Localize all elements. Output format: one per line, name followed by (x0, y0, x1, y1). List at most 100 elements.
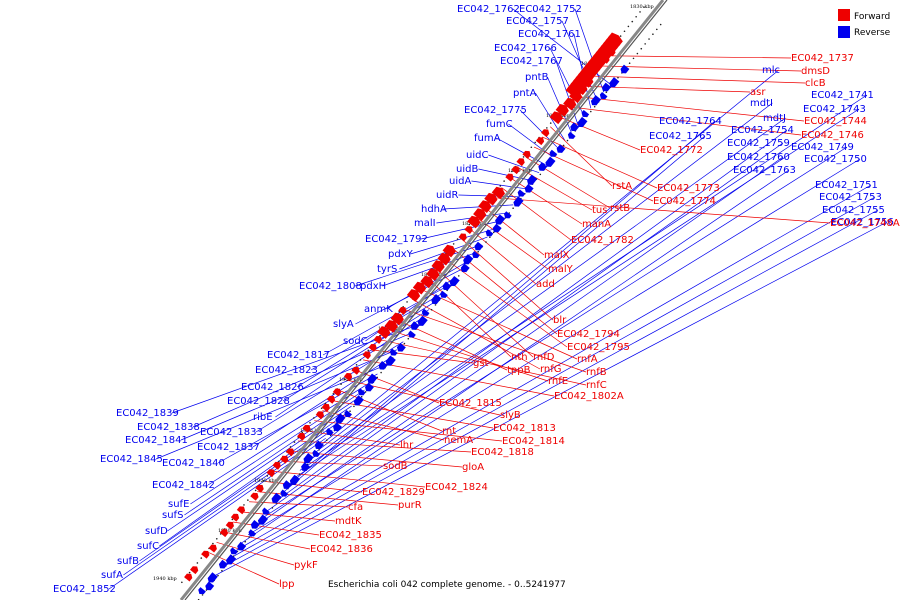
reverse-gene-label: EC042_1845 (100, 454, 163, 465)
forward-gene-arrow (598, 45, 613, 59)
forward-leader (240, 511, 336, 522)
forward-gene-label: rnfA (577, 354, 598, 365)
reverse-gene-label: EC042_1749 (791, 142, 854, 153)
reverse-gene-label: EC042_1743 (803, 104, 866, 115)
forward-gene-arrow (593, 51, 608, 65)
tick-dot (503, 180, 505, 182)
tick-dot (318, 449, 320, 451)
forward-leader (484, 207, 545, 256)
forward-gene-arrow (467, 215, 481, 229)
reverse-gene-label: malI (414, 218, 436, 229)
forward-gene-label: rstA (612, 181, 632, 192)
forward-gene-label: gloA (462, 462, 484, 473)
reverse-gene-arrow (225, 554, 237, 565)
forward-leader (525, 156, 611, 209)
tick-dot (324, 402, 327, 405)
reverse-gene-arrow (280, 489, 289, 497)
reverse-leader (267, 142, 784, 511)
reverse-gene-label: pntB (525, 72, 549, 83)
tick-label: 1860 kbp (508, 168, 532, 174)
genome-caption: Escherichia coli 042 complete genome. - … (328, 580, 566, 590)
forward-gene-arrow (236, 506, 246, 515)
reverse-gene-arrow (282, 480, 292, 489)
reverse-gene-arrow (312, 449, 321, 457)
tick-dot (188, 571, 191, 574)
reverse-gene-arrow (335, 413, 346, 424)
reverse-gene-arrow (577, 116, 588, 128)
reverse-gene-label: EC042_1823 (255, 365, 318, 376)
reverse-leader (312, 102, 773, 455)
tick-dot (457, 275, 460, 277)
legend: Forward Reverse (838, 9, 891, 38)
reverse-gene-label: sodC (343, 336, 368, 347)
forward-gene-arrow (505, 173, 514, 182)
gene-features (184, 32, 630, 595)
forward-leader (387, 329, 549, 382)
tick-dot (643, 6, 645, 8)
reverse-gene-label: sufD (145, 526, 168, 537)
reverse-gene-arrow (230, 547, 238, 555)
tick-dot (659, 23, 662, 26)
forward-leader (558, 116, 641, 151)
forward-gene-label: asr (750, 87, 766, 98)
reverse-gene-label: mlc (762, 65, 780, 76)
forward-gene-label: EC042_1815 (439, 398, 502, 409)
tick-dot (340, 383, 342, 385)
reverse-leader (247, 158, 861, 536)
reverse-gene-arrow (218, 559, 228, 569)
forward-gene-arrow (595, 48, 611, 62)
forward-gene-label: malX (544, 250, 570, 261)
forward-gene-arrow (201, 550, 210, 559)
tick-dot (364, 391, 367, 393)
tick-dot (332, 392, 335, 395)
tick-label: 1830 kbp (630, 4, 654, 10)
reverse-gene-arrow (442, 281, 452, 291)
tick-dot (593, 105, 596, 108)
reverse-leader (508, 123, 553, 157)
reverse-gene-arrow (590, 95, 602, 106)
forward-gene-label: dmsD (801, 66, 830, 77)
tick-dot (619, 35, 622, 37)
tick-dot (344, 378, 346, 381)
tick-dot (430, 308, 433, 311)
tick-dot (549, 122, 552, 124)
forward-gene-label: EC042_1744 (804, 116, 867, 127)
reverse-gene-arrow (237, 541, 247, 551)
reverse-leader (496, 137, 546, 165)
genome-backbone (179, 0, 668, 600)
reverse-gene-label: sufS (162, 510, 183, 521)
reverse-gene-label: EC042_1759 (727, 138, 790, 149)
tick-dot (605, 91, 608, 94)
forward-gene-arrow (458, 233, 467, 242)
reverse-gene-label: pntA (513, 88, 537, 99)
forward-leader (297, 440, 472, 453)
forward-gene-label: pykF (294, 560, 318, 571)
tick-dot (539, 173, 542, 176)
tick-dot (243, 504, 245, 506)
tick-dot (262, 479, 265, 482)
forward-gene-label: malY (548, 264, 574, 275)
reverse-gene-arrow (440, 290, 448, 298)
forward-gene-arrow (583, 63, 598, 78)
tick-dot (546, 127, 548, 129)
forward-gene-arrow (442, 244, 456, 258)
tick-dot (403, 342, 406, 345)
reverse-gene-label: sufA (101, 570, 123, 581)
forward-gene-label: EC042_1802A (554, 391, 624, 402)
tick-dot (313, 417, 315, 419)
reverse-gene-label: fumC (486, 119, 513, 130)
tick-dot (353, 405, 355, 408)
tick-dot (266, 475, 269, 477)
forward-leader (599, 65, 802, 72)
reverse-gene-label: EC042_1751 (815, 180, 878, 191)
tick-dot (644, 43, 646, 45)
forward-gene-label: EC042_1773 (657, 183, 720, 194)
reverse-gene-arrow (609, 77, 620, 88)
forward-leader (444, 258, 568, 348)
reverse-gene-label: hdhA (421, 204, 447, 215)
forward-gene-arrow (351, 366, 360, 375)
forward-gene-arrow (563, 97, 577, 111)
tick-label: 1910 kbp (300, 428, 324, 434)
forward-gene-arrow (437, 252, 451, 266)
tick-dot (522, 156, 525, 158)
